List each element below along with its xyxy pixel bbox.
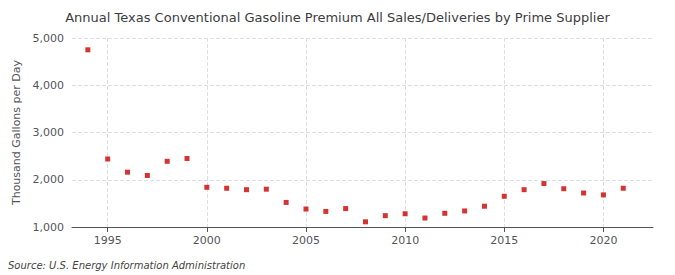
svg-text:1,000: 1,000 [33,221,65,234]
svg-text:2,000: 2,000 [33,173,65,186]
svg-text:Annual Texas Conventional Gaso: Annual Texas Conventional Gasoline Premi… [65,10,610,25]
svg-text:2000: 2000 [193,234,221,247]
svg-text:1995: 1995 [94,234,122,247]
svg-text:Thousand Gallons per Day: Thousand Gallons per Day [10,59,23,206]
svg-text:3,000: 3,000 [33,126,65,139]
svg-text:5,000: 5,000 [33,32,65,45]
svg-text:2015: 2015 [490,234,518,247]
svg-text:2010: 2010 [391,234,419,247]
svg-text:2020: 2020 [589,234,617,247]
svg-text:2005: 2005 [292,234,320,247]
svg-text:Source: U.S. Energy Informatio: Source: U.S. Energy Information Administ… [8,260,245,271]
svg-text:4,000: 4,000 [33,79,65,92]
